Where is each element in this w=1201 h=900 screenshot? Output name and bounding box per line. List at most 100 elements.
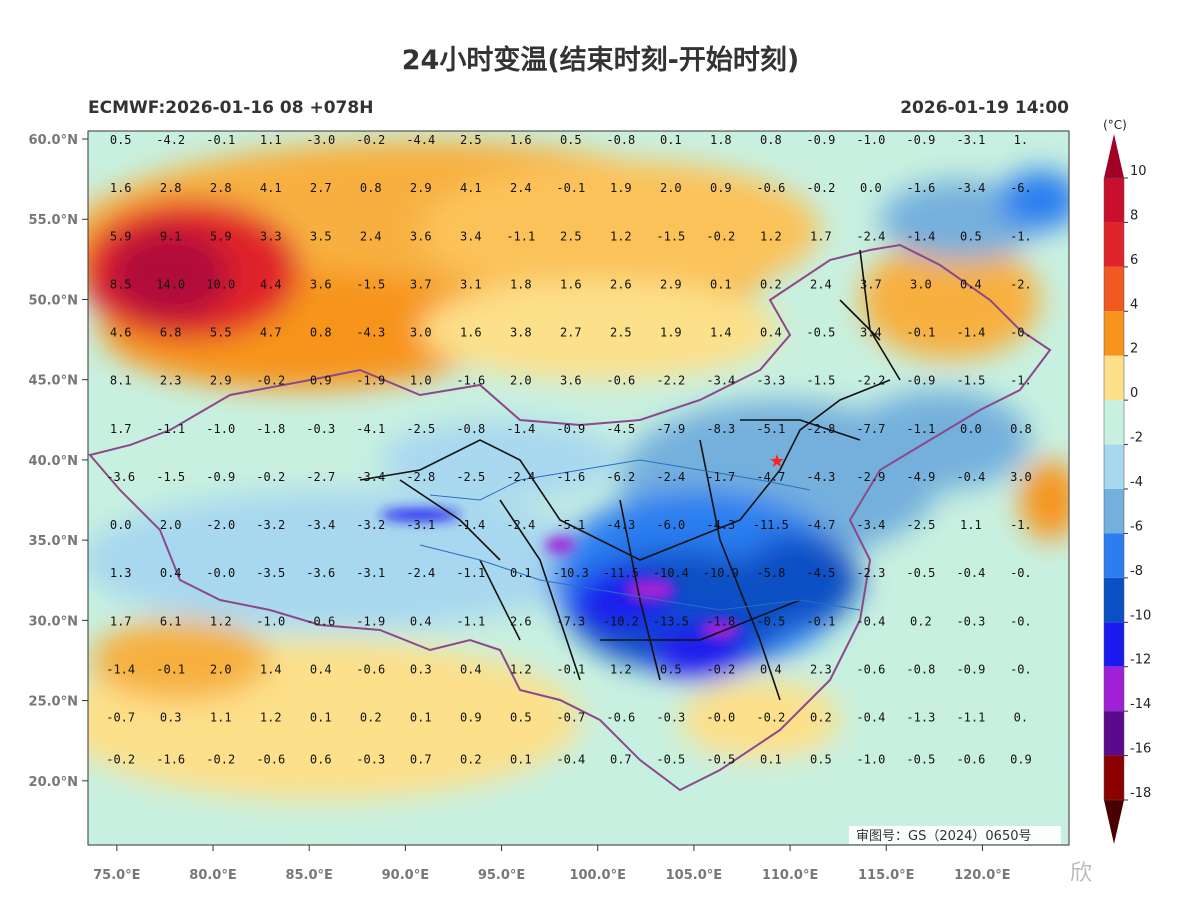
- grid-value: 0.5: [810, 752, 832, 766]
- grid-value: 2.4: [510, 181, 532, 195]
- grid-value: 3.6: [310, 277, 332, 291]
- lon-tick-label: 120.0°E: [954, 868, 1011, 883]
- grid-value: -2.4: [506, 470, 535, 484]
- grid-value: -2.4: [506, 518, 535, 532]
- lon-tick-label: 100.0°E: [569, 868, 626, 883]
- grid-value: -0.5: [906, 566, 935, 580]
- grid-value: 1.6: [560, 277, 582, 291]
- colorbar-segment: [1104, 444, 1124, 489]
- grid-value: 1.9: [610, 181, 632, 195]
- grid-value: -1.3: [906, 711, 935, 725]
- grid-value: 0.1: [510, 566, 532, 580]
- grid-value: -6.2: [606, 470, 635, 484]
- grid-value: -2.5: [406, 422, 435, 436]
- grid-value: -1.1: [956, 711, 985, 725]
- grid-value: -0.6: [256, 752, 285, 766]
- grid-value: 5.5: [210, 326, 232, 340]
- lon-axis: 75.0°E 80.0°E 85.0°E 90.0°E 95.0°E 100.0°E 105…: [93, 845, 1011, 883]
- grid-value: 1.7: [810, 229, 832, 243]
- grid-value: 3.1: [460, 277, 482, 291]
- grid-value: -4.3: [356, 326, 385, 340]
- grid-value: 0.1: [510, 752, 532, 766]
- grid-value: 2.9: [410, 181, 432, 195]
- grid-value: -0.8: [456, 422, 485, 436]
- grid-value: 0.5: [110, 133, 132, 147]
- grid-value: -1.5: [956, 374, 985, 388]
- grid-value: -3.4: [306, 518, 335, 532]
- grid-value: 2.4: [360, 229, 382, 243]
- grid-value: 1.6: [460, 326, 482, 340]
- grid-value: 0.5: [660, 663, 682, 677]
- grid-value: -2.5: [906, 518, 935, 532]
- grid-value: 0.2: [760, 277, 782, 291]
- city-marker: ★: [769, 451, 785, 472]
- grid-value: -0.: [1010, 663, 1032, 677]
- grid-value: -1.9: [356, 614, 385, 628]
- colorbar-label: 10: [1130, 164, 1147, 179]
- grid-value: 1.1: [260, 133, 282, 147]
- colorbar-label: -10: [1130, 608, 1151, 623]
- grid-value: .4: [69, 663, 83, 677]
- grid-value: -1.5: [656, 229, 685, 243]
- grid-value: -0.3: [356, 752, 385, 766]
- grid-value: -3.3: [756, 374, 785, 388]
- colorbar-segment: [1104, 533, 1124, 578]
- grid-value: -0.3: [656, 711, 685, 725]
- grid-value: .2: [69, 752, 83, 766]
- colorbar-segment: [1104, 755, 1124, 800]
- grid-value: 2.0: [510, 374, 532, 388]
- grid-value: 9.1: [160, 229, 182, 243]
- grid-value: 2.0: [660, 181, 682, 195]
- grid-value: .7: [69, 470, 83, 484]
- grid-value: -13.5: [653, 614, 689, 628]
- grid-value: -0.: [1010, 566, 1032, 580]
- grid-value: 2.8: [160, 181, 182, 195]
- grid-value: -0.: [1010, 614, 1032, 628]
- grid-value: 0.1: [660, 133, 682, 147]
- colorbar-label: -16: [1130, 742, 1151, 757]
- grid-value: -10.4: [653, 566, 689, 580]
- colorbar-label: 2: [1130, 342, 1138, 357]
- grid-value: -2.4: [856, 229, 885, 243]
- grid-value: -8.3: [706, 422, 735, 436]
- grid-value: 3.4: [860, 326, 882, 340]
- grid-value: 0.7: [410, 752, 432, 766]
- grid-value: 0.4: [410, 614, 432, 628]
- colorbar-segment: [1104, 666, 1124, 712]
- grid-value: -5.8: [756, 566, 785, 580]
- grid-value: 2.5: [610, 326, 632, 340]
- grid-value: -1.9: [356, 374, 385, 388]
- grid-value: -2.8: [406, 470, 435, 484]
- lon-tick-label: 115.0°E: [858, 868, 915, 883]
- grid-value: -1.6: [906, 181, 935, 195]
- grid-value: -0.1: [156, 663, 185, 677]
- grid-value: -1.5: [806, 374, 835, 388]
- colorbar-segment: [1104, 400, 1124, 445]
- grid-value: -0.1: [556, 663, 585, 677]
- grid-value: -0.9: [906, 374, 935, 388]
- grid-value: -3.6: [106, 470, 135, 484]
- grid-value: -4.9: [906, 470, 935, 484]
- grid-value: 1.2: [610, 229, 632, 243]
- grid-value: 1.9: [660, 326, 682, 340]
- colorbar-segment: [1104, 178, 1124, 223]
- colorbar-segment: [1104, 577, 1124, 623]
- grid-value: -0.4: [856, 614, 885, 628]
- grid-value: 0.5: [960, 229, 982, 243]
- grid-value: 1.8: [710, 133, 732, 147]
- grid-value: -3.6: [306, 566, 335, 580]
- lat-tick-label: 30.0°N: [29, 614, 78, 629]
- grid-value: 0.0: [960, 422, 982, 436]
- grid-value: -0.6: [356, 663, 385, 677]
- grid-value: 2.6: [610, 277, 632, 291]
- grid-value: 8.5: [110, 277, 132, 291]
- grid-value: 0.4: [160, 566, 182, 580]
- grid-value: 2.0: [210, 663, 232, 677]
- grid-value: -1.4: [456, 518, 485, 532]
- grid-value: -4.5: [606, 422, 635, 436]
- grid-value: -0.2: [806, 181, 835, 195]
- grid-value: 1.3: [110, 566, 132, 580]
- grid-value: 1.2: [760, 229, 782, 243]
- colorbar-segment: [1104, 266, 1124, 312]
